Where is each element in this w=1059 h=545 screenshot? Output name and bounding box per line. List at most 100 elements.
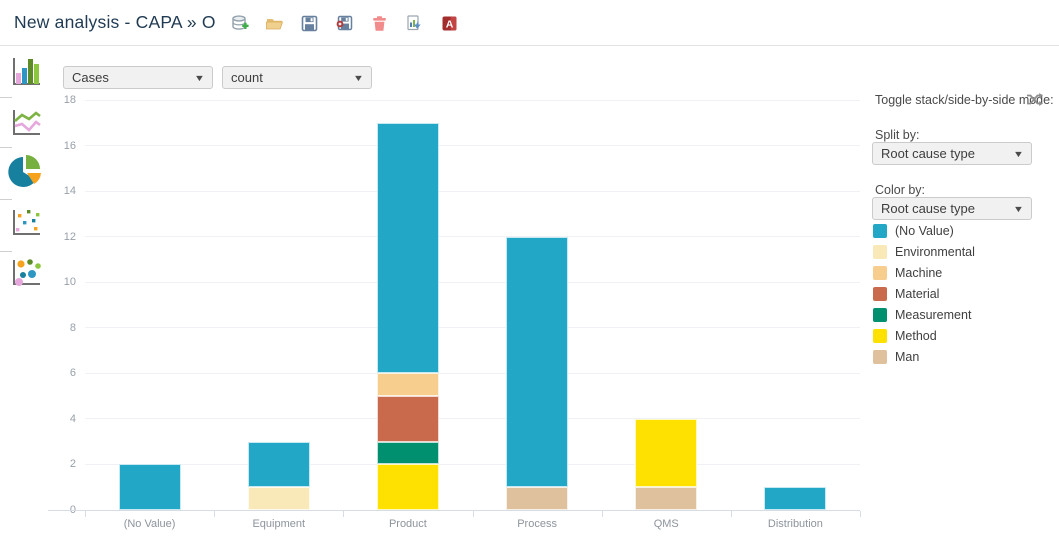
y-axis-tick-label: 16 (63, 139, 76, 152)
x-axis-category-label: (No Value) (123, 518, 176, 530)
legend-item[interactable]: Man (873, 350, 975, 364)
header: New analysis - CAPA » O (0, 0, 1059, 46)
y-gridline (85, 463, 860, 465)
x-axis-tick (343, 511, 345, 517)
y-gridline (85, 372, 860, 374)
add-datasource-icon[interactable] (230, 14, 250, 34)
y-axis-tick-label: 8 (69, 321, 76, 334)
x-axis-category-label: Distribution (767, 518, 823, 530)
bar-segment-measurement[interactable] (376, 441, 439, 465)
save-icon[interactable] (300, 14, 320, 34)
save-as-icon[interactable] (335, 14, 355, 34)
legend-item[interactable]: (No Value) (873, 224, 975, 238)
bubble-chart-icon[interactable] (0, 247, 50, 297)
line-chart-icon[interactable] (0, 97, 50, 147)
y-gridline (85, 145, 860, 147)
x-axis-category-label: QMS (653, 518, 679, 530)
sidebar-divider (0, 147, 12, 148)
pie-chart-icon[interactable] (0, 147, 50, 197)
legend-label: (No Value) (895, 224, 954, 238)
legend-swatch (873, 308, 887, 322)
legend-swatch (873, 329, 887, 343)
x-axis-category-label: Product (388, 518, 427, 530)
y-axis-tick-label: 10 (63, 276, 76, 289)
split-by-dropdown-value: Root cause type (881, 146, 975, 161)
x-axis-line (48, 510, 860, 511)
legend-swatch (873, 266, 887, 280)
export-pdf-icon[interactable]: A (440, 14, 460, 34)
legend-label: Environmental (895, 245, 975, 259)
y-axis-tick-label: 18 (63, 94, 76, 106)
x-axis-tick (472, 511, 474, 517)
bar-segment-method[interactable] (376, 464, 439, 510)
bar-segment-material[interactable] (376, 396, 439, 442)
chevron-down-icon: ▼ (352, 72, 365, 83)
y-gridline (85, 190, 860, 192)
bar-segment--no-value-[interactable] (118, 464, 181, 510)
x-axis-tick (601, 511, 603, 517)
legend-item[interactable]: Method (873, 329, 975, 343)
x-axis-tick (860, 511, 861, 517)
x-axis-tick (85, 511, 86, 517)
legend-swatch (873, 350, 887, 364)
chart-type-sidebar (0, 47, 50, 297)
bar-segment--no-value-[interactable] (247, 441, 310, 488)
bar-segment-method[interactable] (635, 418, 698, 488)
color-by-label: Color by: (875, 183, 926, 197)
scatter-plot-icon[interactable] (0, 197, 50, 247)
y-axis-tick-label: 14 (63, 185, 76, 198)
chevron-down-icon: ▼ (1012, 148, 1025, 159)
color-by-dropdown[interactable]: Root cause type ▼ (872, 197, 1032, 220)
bar-segment-man[interactable] (635, 487, 698, 510)
measure-dropdown[interactable]: count ▼ (222, 66, 372, 89)
dimension-dropdown-value: Cases (72, 70, 109, 85)
legend-item[interactable]: Machine (873, 266, 975, 280)
y-gridline (85, 418, 860, 420)
y-gridline (85, 281, 860, 283)
legend-item[interactable]: Measurement (873, 308, 975, 322)
bar-chart-icon[interactable] (0, 47, 50, 97)
y-gridline (85, 236, 860, 238)
legend-label: Measurement (895, 308, 972, 322)
legend-item[interactable]: Environmental (873, 245, 975, 259)
toolbar: A (230, 14, 460, 34)
bar-segment-machine[interactable] (376, 373, 439, 397)
export-data-icon[interactable] (405, 14, 425, 34)
toggle-stack-mode-icon[interactable] (1026, 92, 1043, 112)
legend-item[interactable]: Material (873, 287, 975, 301)
legend-label: Method (895, 329, 937, 343)
y-gridline (85, 99, 860, 101)
bar-segment-environmental[interactable] (247, 487, 310, 510)
sidebar-divider (0, 251, 12, 252)
measure-dropdown-value: count (231, 70, 263, 85)
legend-label: Material (895, 287, 940, 301)
y-axis-tick-label: 12 (63, 230, 76, 243)
bar-segment--no-value-[interactable] (376, 122, 439, 374)
x-axis-tick (730, 511, 732, 517)
y-axis-tick-label: 2 (69, 458, 76, 471)
chevron-down-icon: ▼ (1012, 203, 1025, 214)
toggle-mode-label: Toggle stack/side-by-side mode: (875, 93, 1054, 107)
dimension-dropdown[interactable]: Cases ▼ (63, 66, 213, 89)
svg-text:A: A (446, 18, 454, 30)
sidebar-divider (0, 97, 12, 98)
split-by-label: Split by: (875, 128, 920, 142)
page-title: New analysis - CAPA » O (14, 12, 216, 32)
bar-segment-man[interactable] (506, 487, 569, 510)
open-folder-icon[interactable] (265, 14, 285, 34)
legend-swatch (873, 245, 887, 259)
legend-swatch (873, 224, 887, 238)
bar-segment--no-value-[interactable] (506, 236, 569, 488)
y-axis-tick-label: 6 (69, 367, 76, 380)
x-axis-category-label: Equipment (252, 518, 306, 530)
split-by-dropdown[interactable]: Root cause type ▼ (872, 142, 1032, 165)
chevron-down-icon: ▼ (193, 72, 206, 83)
x-axis-category-label: Process (517, 518, 557, 530)
bar-segment--no-value-[interactable] (764, 487, 827, 510)
legend-label: Machine (895, 266, 943, 280)
delete-icon[interactable] (370, 14, 390, 34)
y-axis-tick-label: 4 (69, 412, 76, 425)
legend-swatch (873, 287, 887, 301)
sidebar-divider (0, 199, 12, 200)
